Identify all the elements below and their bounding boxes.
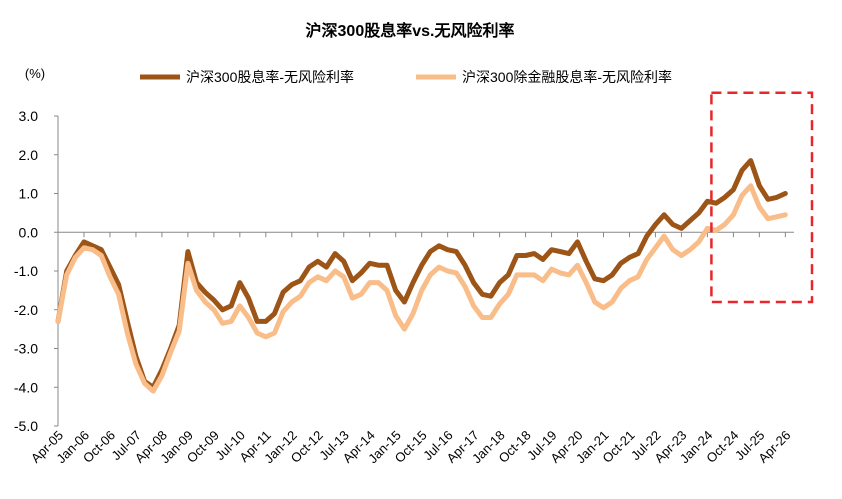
y-tick-label: 3.0: [19, 108, 39, 124]
y-tick-label: -5.0: [14, 418, 38, 434]
y-tick-label: -1.0: [14, 263, 38, 279]
x-axis-ticks: Apr-05Jan-06Oct-06Jul-07Apr-08Jan-09Oct-…: [28, 232, 793, 466]
series-layer: [55, 158, 788, 394]
highlight-box: [710, 91, 814, 304]
legend: 沪深300股息率-无风险利率 沪深300除金融股息率-无风险利率: [140, 69, 672, 85]
y-axis-unit: (%): [25, 66, 45, 81]
series-line-dividend-vs-riskfree: [55, 158, 788, 390]
series-line-ex-financial-vs-riskfree: [55, 183, 788, 394]
y-tick-label: -2.0: [14, 302, 38, 318]
legend-label-series-2: 沪深300除金融股息率-无风险利率: [462, 69, 672, 85]
chart-title: 沪深300股息率vs.无风险利率: [306, 21, 515, 40]
y-tick-label: -4.0: [14, 379, 38, 395]
y-tick-label: -3.0: [14, 341, 38, 357]
legend-label-series-1: 沪深300股息率-无风险利率: [186, 69, 354, 85]
y-tick-label: 2.0: [19, 147, 39, 163]
y-tick-label: 1.0: [19, 186, 39, 202]
y-axis-ticks: 3.0 2.0 1.0 0.0 -1.0 -2.0 -3.0 -4.0 -5.0: [14, 108, 58, 434]
y-tick-label: 0.0: [19, 224, 39, 240]
